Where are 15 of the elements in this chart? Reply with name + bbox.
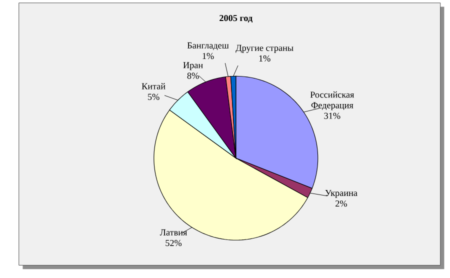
slice-label: Украина [325,190,358,198]
slice-label: Российская Федерация [310,92,354,110]
slice-label: Иран [183,62,203,70]
slice-label: Другие страны [236,45,294,53]
slice-label: Бангладеш [187,42,229,50]
data-label: 52% [166,240,182,246]
data-label: 5% [148,94,160,100]
data-label: 8% [187,72,199,79]
data-label: 1% [202,53,214,60]
data-label: 1% [259,55,270,62]
slice-label: Китай [142,83,166,90]
data-label: 31% [324,112,340,120]
data-label: 2% [336,200,347,207]
chart-title: 2005 год [220,15,252,23]
slice-label: Латвия [160,230,188,236]
